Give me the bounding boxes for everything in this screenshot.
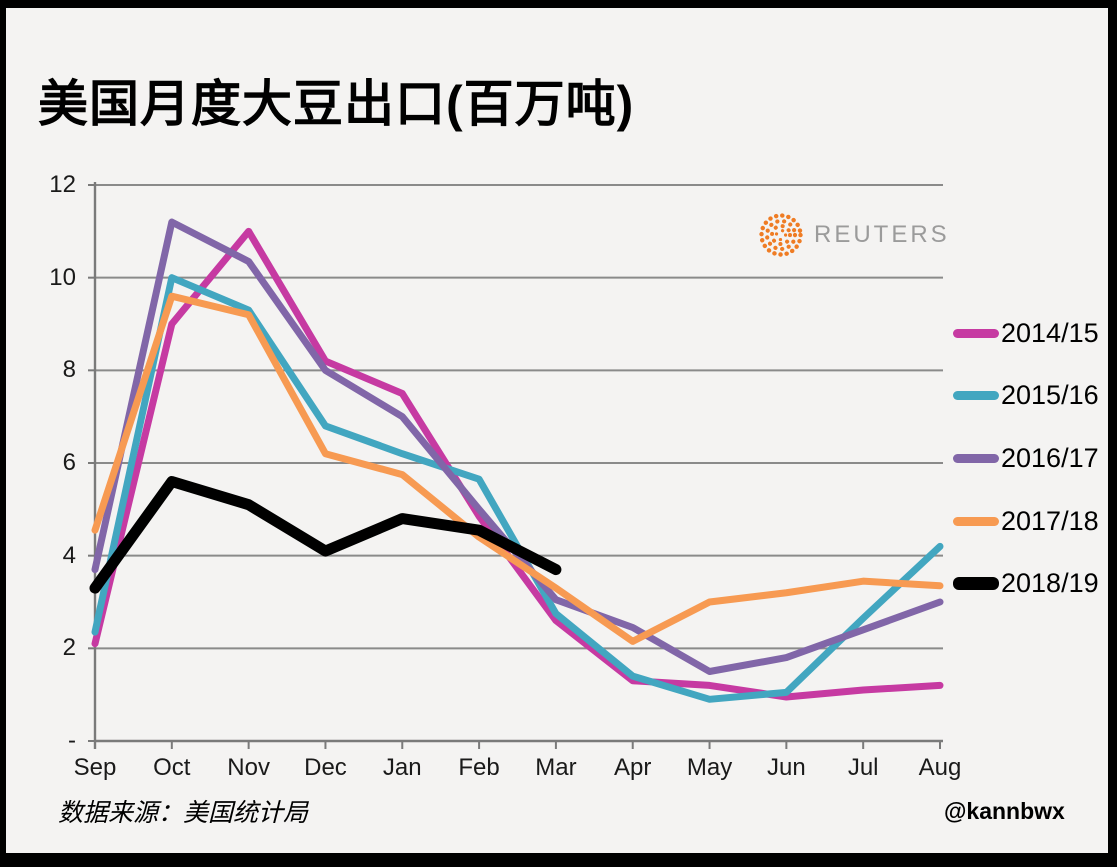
- series-line-2017-18: [91, 292, 944, 645]
- legend-swatch: [953, 516, 999, 526]
- reuters-orb-icon: [759, 213, 803, 257]
- chart-title: 美国月度大豆出口(百万吨): [38, 75, 635, 132]
- legend-swatch: [953, 577, 999, 591]
- x-axis-label: Sep: [73, 754, 117, 781]
- x-axis-label: Jul: [847, 754, 879, 781]
- x-axis-label: Jun: [767, 754, 806, 781]
- legend-label: 2014/15: [1001, 317, 1099, 348]
- series-line-2016-17: [91, 218, 944, 675]
- x-axis-label: Dec: [304, 754, 347, 781]
- legend-item-2018-19: 2018/19: [953, 568, 1099, 599]
- x-axis-label: Oct: [153, 754, 191, 781]
- reuters-wordmark: REUTERS: [814, 221, 950, 248]
- y-axis-label: 8: [62, 356, 76, 384]
- author-handle: @kannbwx: [944, 798, 1065, 824]
- legend-item-2015-16: 2015/16: [953, 380, 1099, 411]
- y-axis-label: 12: [49, 171, 76, 198]
- y-axis-label: 10: [49, 263, 76, 291]
- legend-label: 2018/19: [1001, 568, 1099, 599]
- legend-swatch: [953, 328, 999, 338]
- legend-swatch: [953, 453, 999, 463]
- x-axis-label: Jan: [382, 754, 422, 781]
- legend-label: 2015/16: [1001, 380, 1099, 411]
- legend-item-2017-18: 2017/18: [953, 506, 1099, 536]
- x-axis-label: Nov: [227, 754, 270, 781]
- reuters-logo: REUTERS: [758, 212, 950, 258]
- source-note: 数据来源：美国统计局: [58, 799, 309, 827]
- legend-label: 2017/18: [1001, 505, 1099, 536]
- series-line-2015-16: [91, 274, 944, 703]
- x-axis-label: Apr: [614, 754, 652, 781]
- x-axis-label: Mar: [535, 754, 577, 781]
- y-axis-label: 2: [62, 634, 76, 662]
- x-axis-label: Aug: [918, 754, 962, 781]
- legend-label: 2016/17: [1001, 442, 1099, 473]
- x-axis-label: Feb: [458, 754, 500, 781]
- y-axis-label: -: [68, 727, 76, 754]
- legend-swatch: [953, 391, 999, 401]
- series-line-2018-19: [89, 476, 562, 594]
- series-line-2014-15: [91, 227, 944, 701]
- x-axis-label: May: [686, 754, 733, 781]
- y-axis-label: 6: [62, 449, 76, 476]
- legend-item-2014-15: 2014/15: [953, 318, 1099, 348]
- y-axis-label: 4: [62, 541, 76, 569]
- legend-item-2016-17: 2016/17: [953, 443, 1099, 473]
